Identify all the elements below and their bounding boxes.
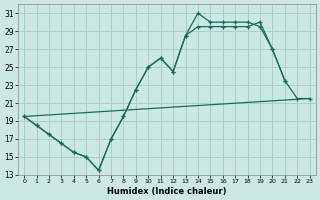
X-axis label: Humidex (Indice chaleur): Humidex (Indice chaleur) [107, 187, 227, 196]
